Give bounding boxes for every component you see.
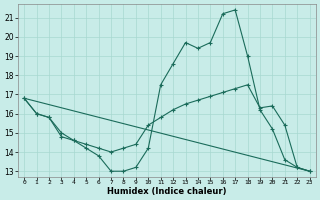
X-axis label: Humidex (Indice chaleur): Humidex (Indice chaleur)	[107, 187, 227, 196]
